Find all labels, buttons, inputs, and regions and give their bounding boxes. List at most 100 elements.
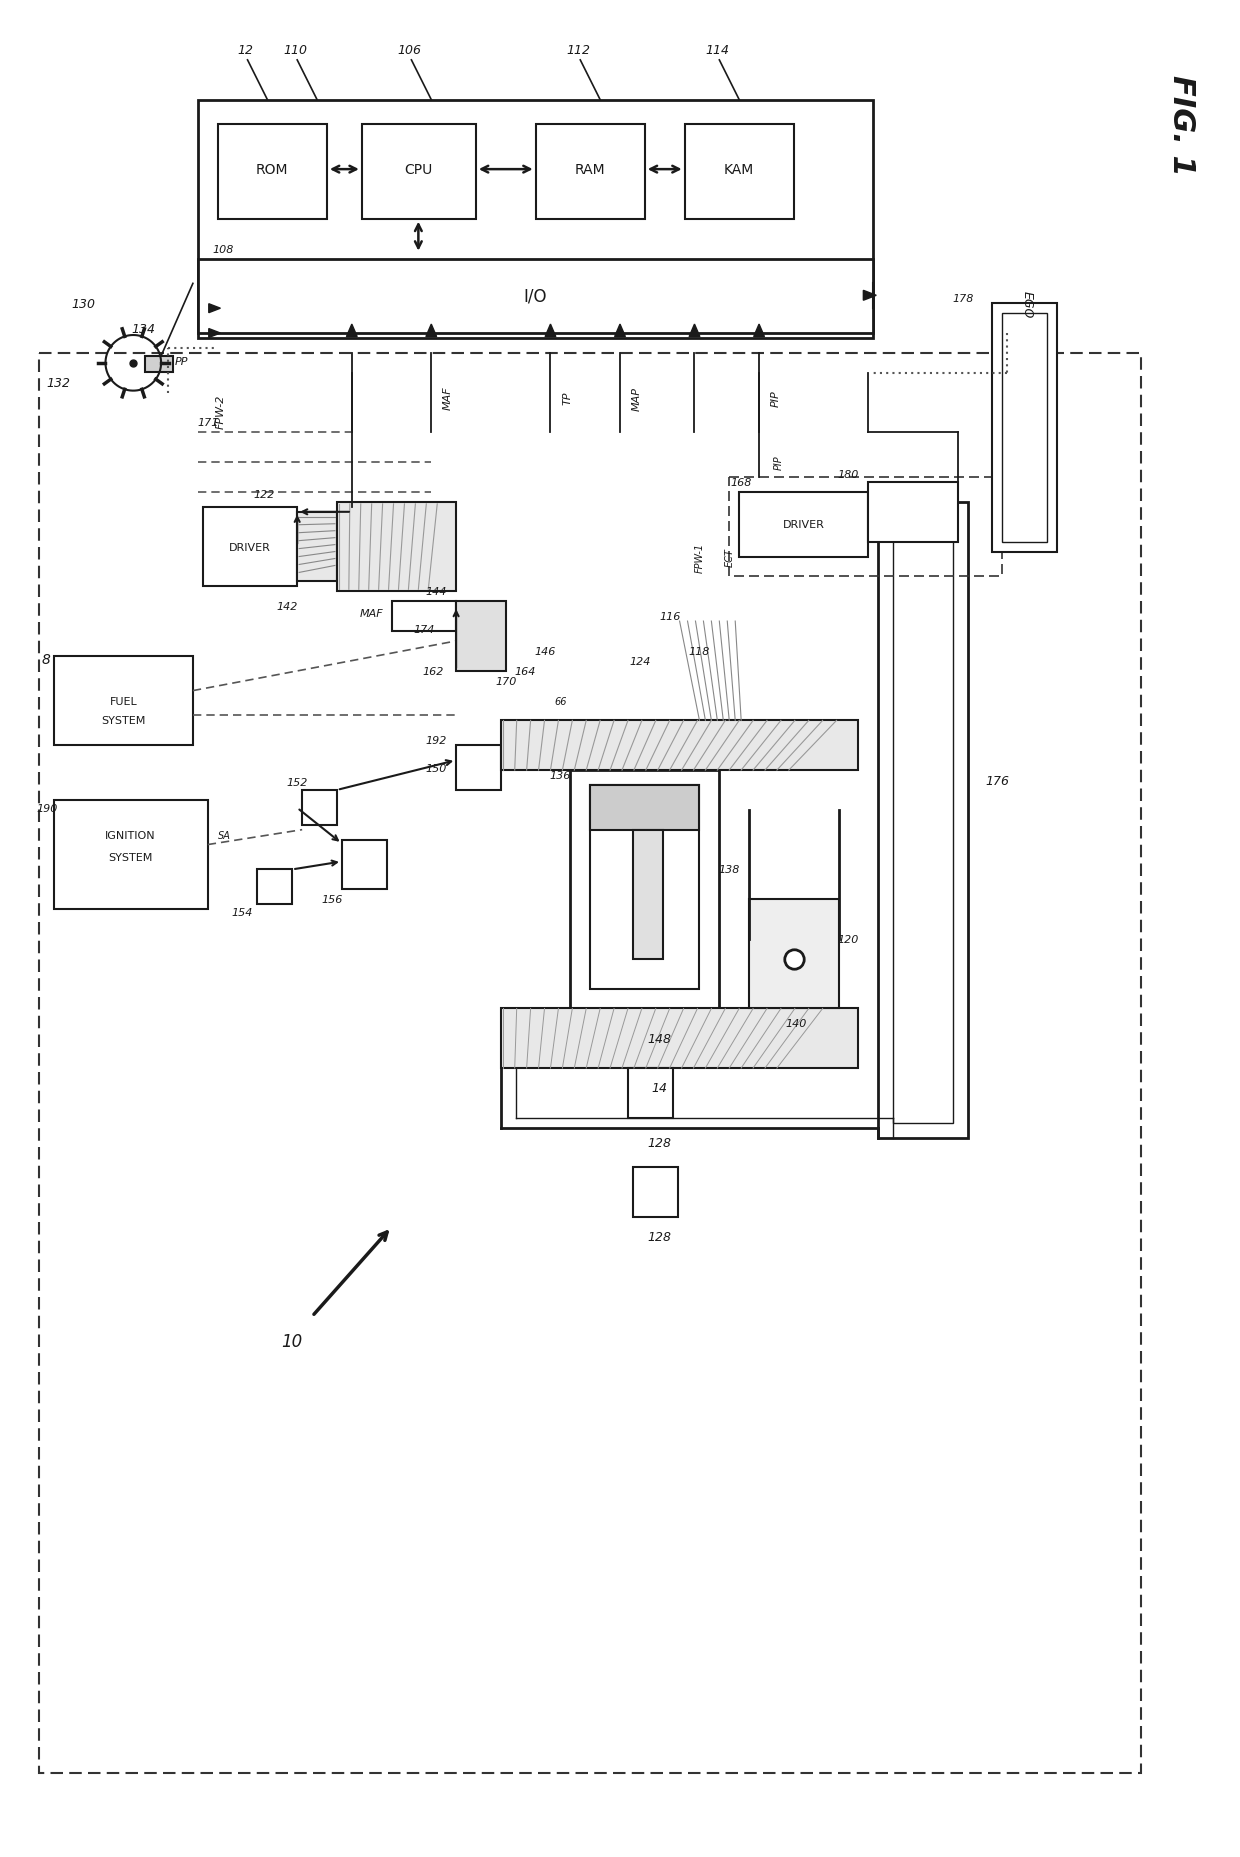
- Bar: [590, 786, 699, 990]
- Text: 10: 10: [281, 1333, 303, 1350]
- Bar: [501, 1008, 858, 1068]
- Bar: [878, 503, 967, 1138]
- Text: 190: 190: [36, 804, 57, 813]
- Text: 112: 112: [567, 45, 590, 58]
- Polygon shape: [346, 325, 357, 338]
- Polygon shape: [546, 325, 556, 338]
- Text: 148: 148: [647, 1032, 672, 1045]
- Bar: [303, 791, 337, 825]
- Text: FIG. 1: FIG. 1: [1167, 74, 1195, 176]
- Text: FUEL: FUEL: [109, 696, 138, 706]
- Text: 178: 178: [952, 293, 973, 305]
- Text: 156: 156: [321, 895, 342, 904]
- Text: 174: 174: [414, 624, 435, 635]
- Bar: [145, 357, 174, 373]
- Text: 154: 154: [232, 908, 253, 917]
- Bar: [632, 830, 662, 960]
- Bar: [536, 126, 645, 219]
- Bar: [1002, 314, 1047, 542]
- Text: 106: 106: [398, 45, 422, 58]
- Bar: [362, 126, 476, 219]
- Bar: [590, 786, 699, 830]
- Text: FPW-1: FPW-1: [694, 542, 704, 572]
- Text: MAF: MAF: [360, 609, 383, 618]
- Text: 110: 110: [283, 45, 308, 58]
- Text: 66: 66: [554, 696, 567, 706]
- Text: 146: 146: [534, 646, 557, 657]
- Text: 116: 116: [658, 611, 681, 622]
- Bar: [337, 503, 456, 592]
- Bar: [456, 747, 501, 791]
- Polygon shape: [689, 325, 699, 338]
- Text: IGNITION: IGNITION: [105, 830, 156, 839]
- Text: 132: 132: [47, 377, 71, 390]
- Text: CPU: CPU: [404, 163, 433, 176]
- Text: 140: 140: [785, 1019, 806, 1029]
- Text: 180: 180: [838, 470, 859, 479]
- Text: 108: 108: [212, 245, 233, 254]
- Text: 114: 114: [706, 45, 729, 58]
- Text: RAM: RAM: [575, 163, 605, 176]
- Polygon shape: [863, 292, 877, 301]
- Bar: [739, 492, 868, 557]
- Text: 144: 144: [425, 587, 446, 596]
- Text: 171: 171: [197, 418, 218, 429]
- Bar: [992, 305, 1056, 552]
- Bar: [198, 100, 873, 338]
- Polygon shape: [615, 325, 625, 338]
- Bar: [342, 839, 387, 890]
- Text: 14: 14: [652, 1083, 667, 1096]
- Text: 176: 176: [986, 774, 1009, 787]
- Text: PP: PP: [175, 357, 187, 366]
- Bar: [198, 260, 873, 334]
- Bar: [749, 899, 838, 1008]
- Text: MAF: MAF: [443, 386, 453, 410]
- Bar: [501, 721, 858, 771]
- Text: PIP: PIP: [774, 455, 784, 470]
- Text: 150: 150: [425, 763, 446, 774]
- Bar: [684, 126, 794, 219]
- Text: DRIVER: DRIVER: [782, 520, 825, 529]
- Bar: [392, 602, 456, 631]
- Text: TP: TP: [563, 392, 573, 405]
- Polygon shape: [208, 305, 221, 314]
- Text: 170: 170: [495, 676, 517, 687]
- Text: KAM: KAM: [724, 163, 754, 176]
- Text: 130: 130: [72, 297, 95, 310]
- Text: 128: 128: [647, 1136, 672, 1149]
- Text: 8: 8: [41, 652, 51, 667]
- Text: 168: 168: [730, 477, 751, 488]
- Text: SYSTEM: SYSTEM: [102, 717, 145, 726]
- Bar: [218, 126, 327, 219]
- Text: ROM: ROM: [257, 163, 289, 176]
- Bar: [893, 518, 952, 1123]
- Text: ECT: ECT: [724, 548, 734, 566]
- Bar: [868, 483, 957, 542]
- Text: SA: SA: [218, 830, 231, 839]
- Bar: [632, 1168, 677, 1218]
- Text: DRIVER: DRIVER: [228, 542, 270, 552]
- Text: 138: 138: [718, 865, 740, 875]
- Bar: [627, 1068, 672, 1118]
- Text: 152: 152: [286, 778, 308, 787]
- Text: 122: 122: [254, 490, 275, 500]
- Polygon shape: [425, 325, 436, 338]
- Bar: [53, 657, 193, 747]
- Text: 124: 124: [629, 657, 651, 667]
- Bar: [456, 602, 506, 672]
- Text: SYSTEM: SYSTEM: [108, 852, 153, 864]
- Bar: [53, 800, 208, 910]
- Text: 164: 164: [515, 667, 537, 676]
- Text: PIP: PIP: [771, 390, 781, 407]
- Text: 136: 136: [549, 771, 572, 780]
- Text: 118: 118: [688, 646, 711, 657]
- Text: MAP: MAP: [632, 386, 642, 410]
- Text: 12: 12: [238, 45, 253, 58]
- Bar: [570, 771, 719, 1008]
- Bar: [38, 353, 1142, 1773]
- Polygon shape: [754, 325, 764, 338]
- Bar: [203, 507, 298, 587]
- Text: 162: 162: [423, 667, 444, 676]
- Bar: [729, 477, 1002, 578]
- Bar: [298, 513, 337, 581]
